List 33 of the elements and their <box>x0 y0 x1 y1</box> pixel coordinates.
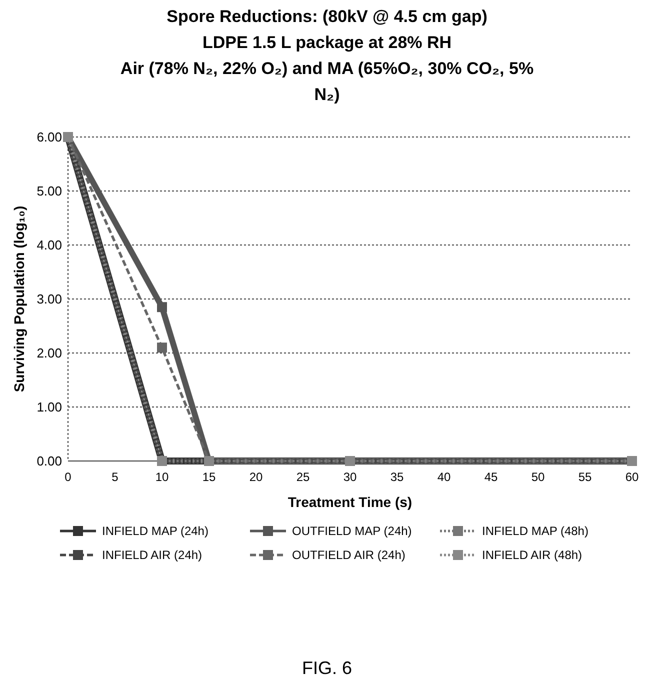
y-tick-label: 0.00 <box>36 454 62 469</box>
x-tick-label: 60 <box>625 470 639 484</box>
legend-label: OUTFIELD AIR (24h) <box>292 548 406 562</box>
legend-label: INFIELD AIR (48h) <box>482 548 582 562</box>
legend-label: INFIELD AIR (24h) <box>102 548 202 562</box>
x-tick-label: 45 <box>484 470 498 484</box>
caption: FIG. 6 <box>302 658 352 678</box>
x-tick-label: 50 <box>531 470 545 484</box>
y-tick-label: 5.00 <box>36 184 62 199</box>
x-tick-label: 5 <box>112 470 119 484</box>
legend-label: INFIELD MAP (24h) <box>102 524 208 538</box>
y-tick-label: 2.00 <box>36 346 62 361</box>
x-tick-label: 15 <box>202 470 216 484</box>
x-tick-label: 40 <box>437 470 451 484</box>
x-tick-label: 30 <box>343 470 357 484</box>
x-tick-label: 0 <box>64 470 72 484</box>
point <box>157 342 167 353</box>
x-tick-label: 35 <box>390 470 404 484</box>
chart-title: Spore Reductions: (80kV @ 4.5 cm gap) <box>166 7 488 26</box>
x-tick-label: 20 <box>249 470 263 484</box>
x-tick-label: 10 <box>155 470 169 484</box>
y-tick-label: 6.00 <box>36 130 62 145</box>
y-tick-label: 4.00 <box>36 238 62 253</box>
legend-label: INFIELD MAP (48h) <box>482 524 588 538</box>
x-tick-label: 55 <box>578 470 592 484</box>
chart-subtitle: LDPE 1.5 L package at 28% RH Air (78% N₂, 22% O₂) and MA (65%O₂, 30% CO₂, 5% N₂) <box>120 33 534 104</box>
x-axis-title: Treatment Time (s) <box>288 494 412 510</box>
x-tick-label: 25 <box>296 470 310 484</box>
point <box>157 302 167 312</box>
y-tick-label: 3.00 <box>36 292 62 307</box>
y-axis-title: Surviving Population (log₁₀) <box>11 206 27 392</box>
y-tick-label: 1.00 <box>36 400 62 415</box>
legend-label: OUTFIELD MAP (24h) <box>292 524 412 538</box>
